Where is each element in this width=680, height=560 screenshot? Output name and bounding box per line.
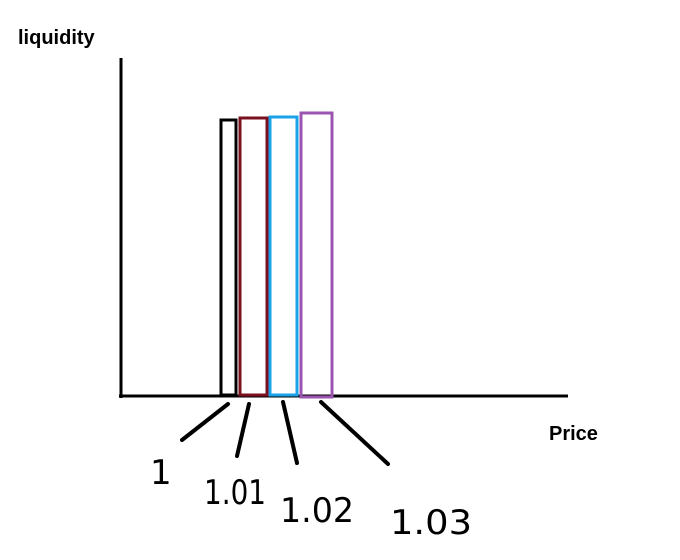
leader-line-1.02: [281, 400, 299, 465]
bar-1.02: [268, 115, 299, 397]
leader-line-1: [180, 402, 230, 442]
leader-line-1.01: [235, 402, 251, 458]
bar-1.03: [299, 111, 334, 399]
leader-line-1.03: [319, 400, 390, 466]
bar-1: [219, 118, 238, 397]
tick-label-1: 1: [150, 453, 172, 493]
bar-1.01: [238, 116, 269, 397]
x-axis-title: Price: [549, 423, 598, 445]
y-axis-title: liquidity: [18, 27, 96, 49]
tick-label-1.01: 1.01: [204, 473, 266, 513]
tick-label-1.02: 1.02: [280, 491, 354, 531]
tick-label-1.03: 1.03: [390, 503, 472, 543]
